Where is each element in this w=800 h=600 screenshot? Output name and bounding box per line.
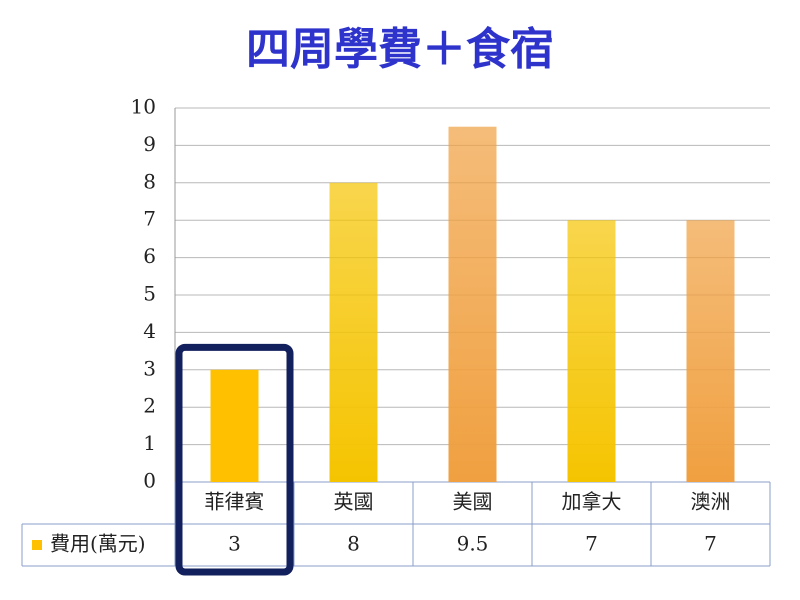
x-tick-label: 加拿大 (562, 490, 622, 514)
y-tick-label: 0 (143, 469, 156, 493)
bar (567, 220, 616, 482)
y-tick-label: 1 (143, 431, 156, 455)
x-tick-label: 澳洲 (691, 490, 731, 514)
y-tick-label: 9 (143, 132, 156, 156)
legend-label: 費用(萬元) (50, 532, 146, 556)
y-tick-label: 7 (143, 207, 156, 231)
bar (210, 369, 259, 482)
legend-swatch (32, 540, 42, 550)
table-value: 3 (228, 532, 241, 556)
y-tick-label: 5 (143, 282, 156, 306)
table-value: 8 (347, 532, 360, 556)
y-tick-label: 8 (143, 169, 156, 193)
y-tick-label: 4 (143, 319, 156, 343)
table-value: 9.5 (457, 532, 489, 556)
y-tick-label: 10 (131, 95, 156, 119)
bar (448, 126, 497, 482)
y-tick-label: 2 (143, 394, 156, 418)
highlight-box (175, 343, 294, 576)
x-tick-label: 英國 (334, 490, 374, 514)
bar (686, 220, 735, 482)
x-tick-label: 菲律賓 (205, 490, 265, 514)
table-value: 7 (585, 532, 598, 556)
y-tick-label: 3 (143, 356, 156, 380)
y-tick-label: 6 (143, 244, 156, 268)
table-value: 7 (704, 532, 717, 556)
bar (329, 182, 378, 483)
x-tick-label: 美國 (453, 490, 493, 514)
chart-title: 四周學費＋食宿 (246, 24, 554, 75)
